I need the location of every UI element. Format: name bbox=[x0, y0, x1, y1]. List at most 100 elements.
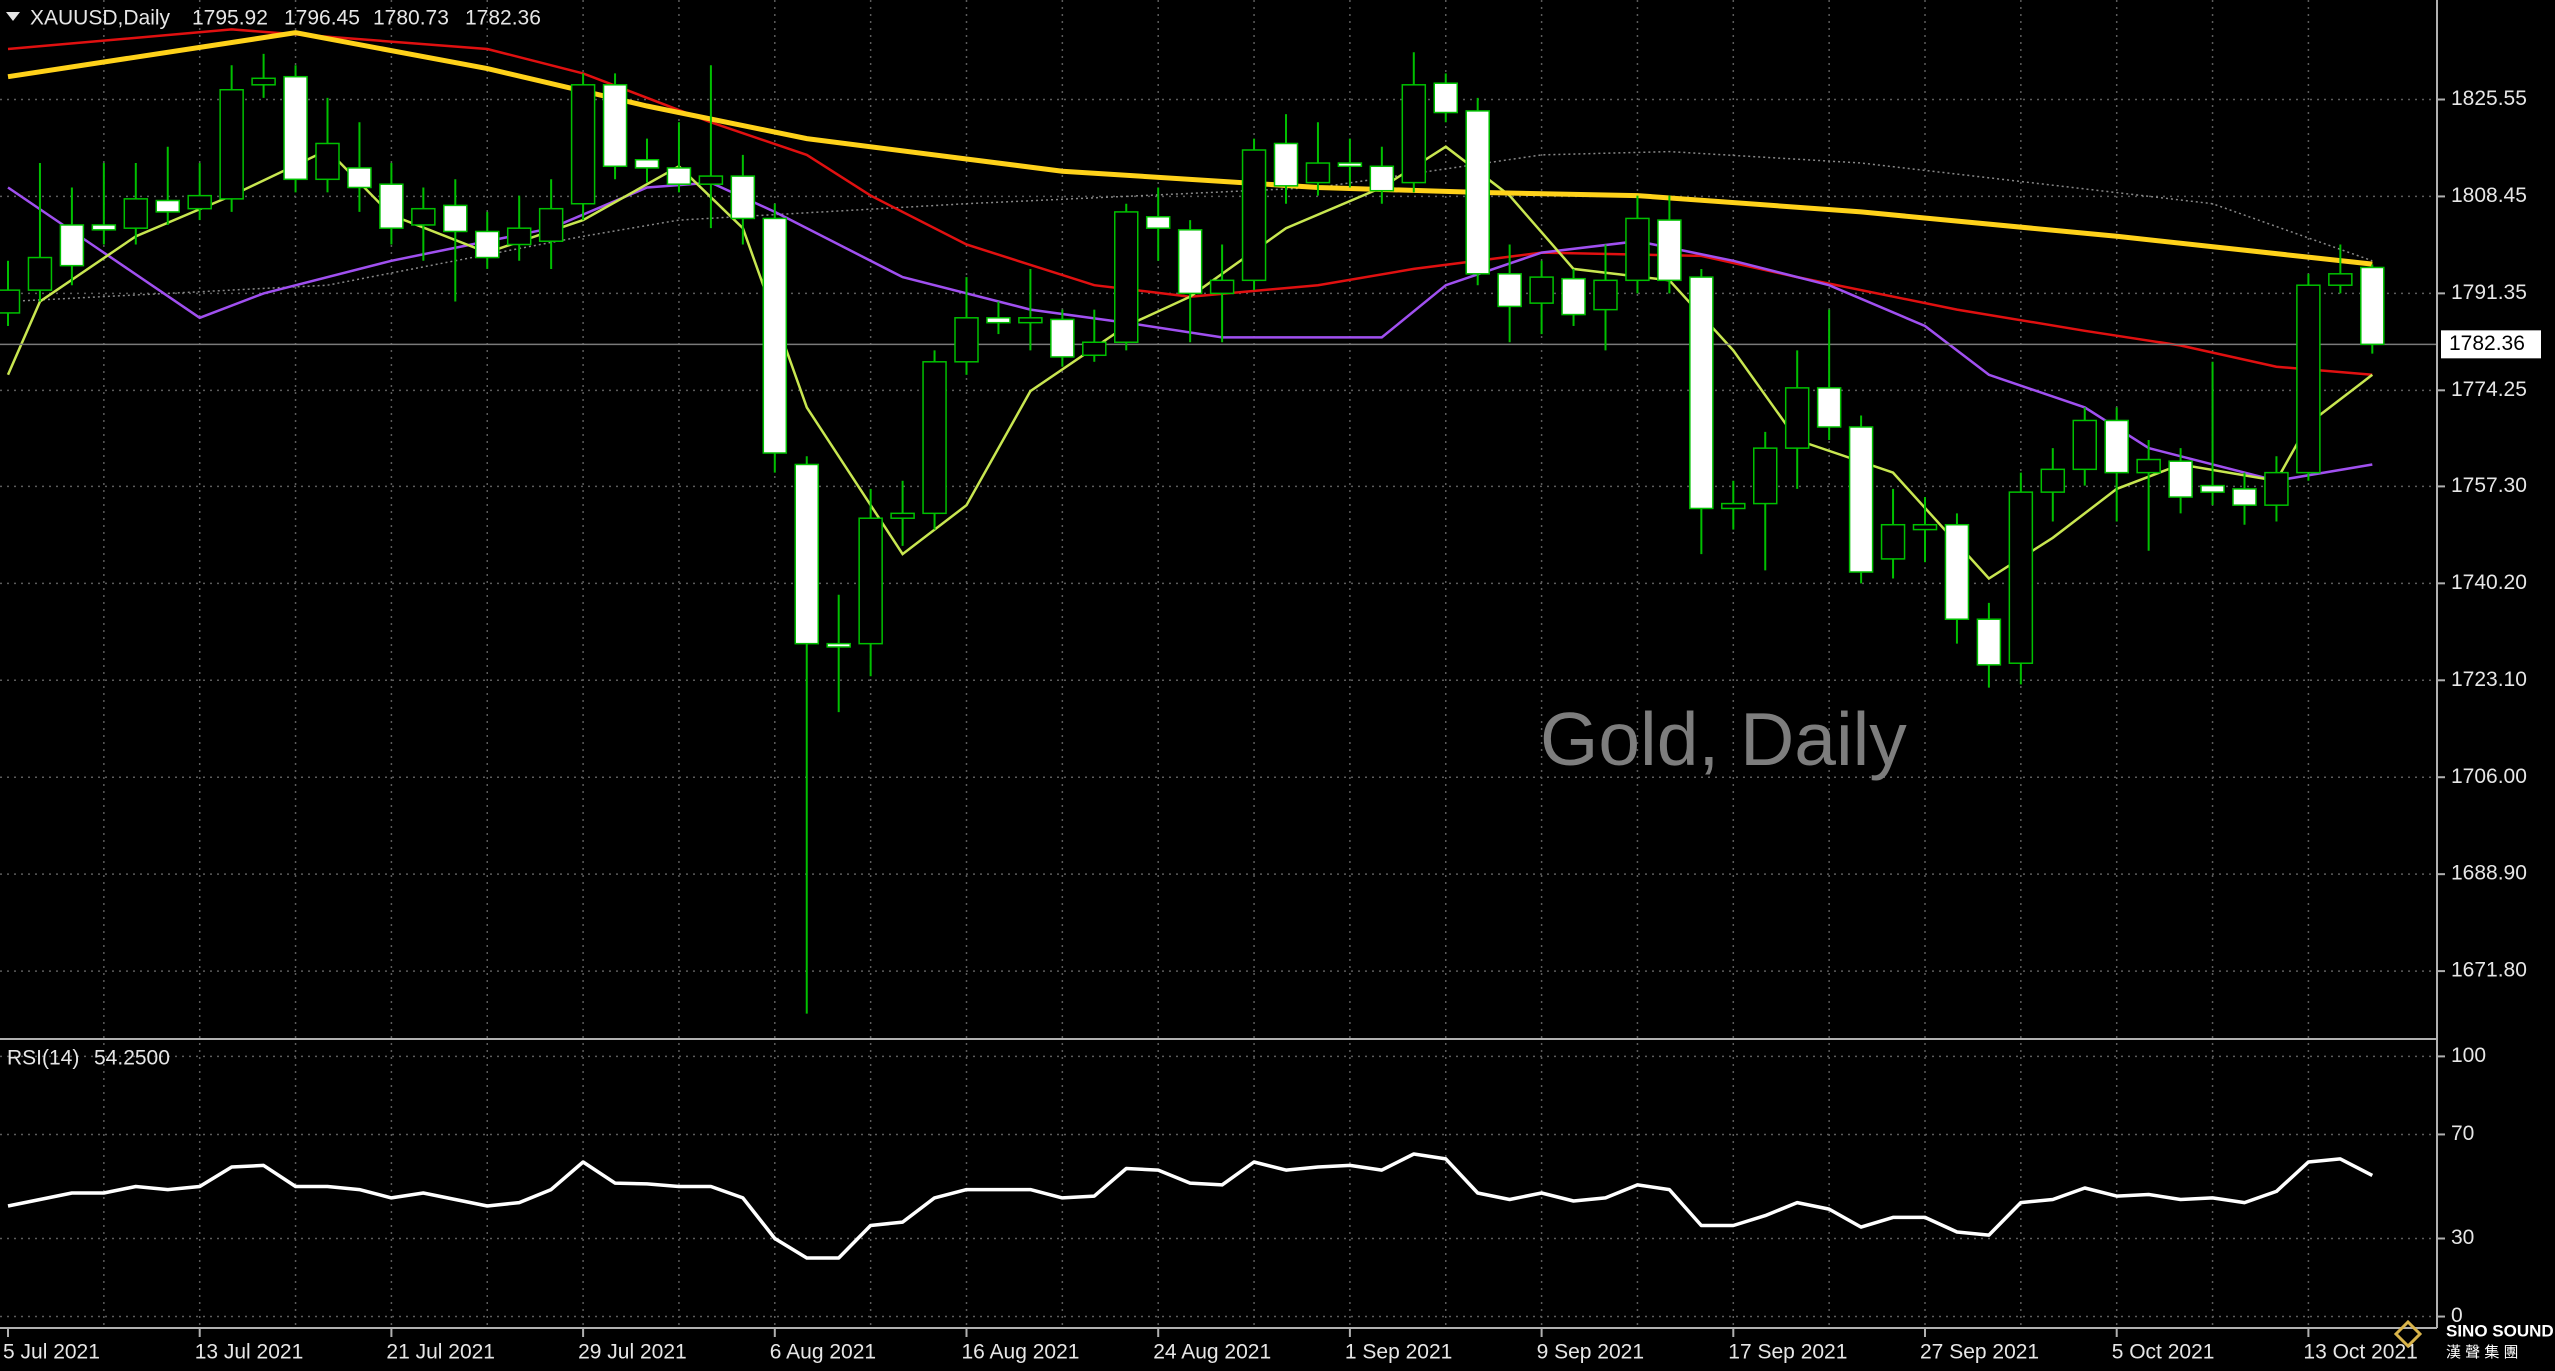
candle-body-bear bbox=[283, 75, 308, 181]
candle-body-bear bbox=[1433, 82, 1458, 114]
candle-body-bull bbox=[1753, 447, 1778, 505]
candle-body-bear bbox=[1976, 618, 2002, 666]
candle-body-bear bbox=[1944, 523, 1970, 620]
y-tick-label: 1808.45 bbox=[2451, 184, 2527, 207]
candle-body-bull bbox=[954, 317, 979, 363]
candle-body-bull bbox=[1784, 387, 1810, 449]
y-tick-label: 1671.80 bbox=[2451, 959, 2527, 982]
candle-body-bear bbox=[2104, 419, 2129, 474]
candle-body-bear bbox=[1689, 276, 1714, 510]
candle-body-bull bbox=[2264, 471, 2289, 506]
candle-body-bear bbox=[155, 199, 180, 213]
symbol-title: XAUUSD,Daily bbox=[30, 7, 171, 30]
candle-body-bear bbox=[634, 159, 660, 169]
last-price-box bbox=[2441, 330, 2541, 359]
candle-body-bear bbox=[1273, 142, 1299, 187]
moving-average bbox=[7, 28, 2373, 377]
candle-body-bull bbox=[315, 142, 340, 181]
candle-body-bear bbox=[1145, 216, 1171, 229]
y-tick-label: 100 bbox=[2451, 1044, 2486, 1067]
rsi-panel bbox=[7, 1152, 2374, 1260]
y-tick-label: 70 bbox=[2451, 1122, 2474, 1145]
x-tick-label: 27 Sep 2021 bbox=[1920, 1341, 2039, 1364]
candle-body-bear bbox=[1497, 273, 1522, 308]
candle-body-bull bbox=[1082, 341, 1107, 357]
y-tick-label: 1706.00 bbox=[2451, 765, 2527, 788]
candle-body-bull bbox=[570, 84, 596, 205]
y-tick-label: 1740.20 bbox=[2451, 571, 2527, 594]
y-tick-label: 1757.30 bbox=[2451, 474, 2527, 497]
y-tick-label: 0 bbox=[2451, 1304, 2463, 1327]
ohlc-high: 1796.45 bbox=[284, 7, 360, 30]
candle-body-bull bbox=[0, 289, 21, 314]
candle-body-bull bbox=[1401, 84, 1427, 184]
candle-body-bull bbox=[123, 198, 149, 229]
x-tick-label: 21 Jul 2021 bbox=[386, 1341, 495, 1364]
moving-average bbox=[7, 150, 2373, 303]
candle-body-bull bbox=[219, 88, 244, 200]
y-tick-label: 1774.25 bbox=[2451, 378, 2527, 401]
x-tick-label: 24 Aug 2021 bbox=[1153, 1341, 1271, 1364]
x-tick-label: 9 Sep 2021 bbox=[1537, 1341, 1644, 1364]
candle-body-bear bbox=[666, 167, 692, 185]
candle-body-bear bbox=[1561, 277, 1586, 316]
candle-body-bull bbox=[1241, 149, 1267, 282]
candle-body-bear bbox=[1465, 110, 1490, 275]
candle-body-bear bbox=[1369, 165, 1395, 192]
x-tick-label: 17 Sep 2021 bbox=[1728, 1341, 1847, 1364]
moving-average bbox=[6, 145, 2374, 581]
candle-body-bear bbox=[2200, 484, 2225, 493]
candle-body-bear bbox=[59, 224, 85, 267]
grid bbox=[0, 0, 2437, 1328]
candle-body-bull bbox=[506, 227, 532, 246]
candle-body-bull bbox=[2008, 491, 2034, 664]
candle-body-bull bbox=[1114, 211, 1139, 343]
x-tick-label: 5 Oct 2021 bbox=[2112, 1341, 2215, 1364]
ohlc-low: 1780.73 bbox=[373, 7, 449, 30]
candles bbox=[0, 52, 2385, 1014]
candle-body-bear bbox=[1050, 318, 1075, 358]
candle-body-bear bbox=[443, 204, 468, 233]
candle-body-bull bbox=[890, 512, 915, 519]
candle-body-bear bbox=[794, 463, 819, 645]
candle-body-bull bbox=[411, 207, 436, 226]
candle-body-bull bbox=[1880, 523, 1906, 560]
logo-icon bbox=[2393, 1319, 2423, 1349]
axes: 1825.55 1808.45 1791.35 1774.25 1757.30 1740.… bbox=[3, 87, 2541, 1364]
candle-body-bear bbox=[1816, 387, 1842, 428]
candle-body-bear bbox=[347, 167, 372, 189]
candle-body-bull bbox=[2328, 273, 2353, 286]
candle-body-bull bbox=[858, 517, 883, 645]
x-tick-label: 6 Aug 2021 bbox=[770, 1341, 876, 1364]
candle-body-bull bbox=[1593, 279, 1618, 311]
candle-body-bull bbox=[538, 207, 564, 242]
collapse-triangle[interactable] bbox=[6, 12, 20, 21]
rsi-title: RSI(14) bbox=[7, 1047, 79, 1070]
candle-body-bear bbox=[475, 230, 500, 259]
candle-body-bull bbox=[1625, 217, 1650, 282]
candle-body-bear bbox=[379, 183, 404, 229]
x-tick-label: 16 Aug 2021 bbox=[962, 1341, 1080, 1364]
candle-body-bear bbox=[602, 84, 628, 168]
logo: SINO SOUND 漢 聲 集 團 bbox=[2393, 1319, 2554, 1361]
moving-average bbox=[7, 30, 2373, 267]
candle-body-bear bbox=[2168, 460, 2193, 498]
ohlc-close: 1782.36 bbox=[465, 7, 541, 30]
candle-body-bull bbox=[2296, 284, 2321, 474]
y-tick-label: 1825.55 bbox=[2451, 87, 2527, 110]
candle-body-bull bbox=[2072, 419, 2097, 471]
candle-body-bear bbox=[2232, 488, 2257, 506]
x-tick-label: 13 Jul 2021 bbox=[195, 1341, 304, 1364]
candle-body-bull bbox=[1209, 279, 1235, 295]
logo-subtitle: 漢 聲 集 團 bbox=[2446, 1344, 2519, 1361]
ohlc-open: 1795.92 bbox=[192, 7, 268, 30]
candle-body-bull bbox=[2136, 458, 2161, 474]
candle-body-bull bbox=[1912, 523, 1938, 531]
x-tick-label: 29 Jul 2021 bbox=[578, 1341, 687, 1364]
rsi-value: 54.2500 bbox=[94, 1047, 170, 1070]
candle-body-bear bbox=[2360, 266, 2385, 346]
y-tick-label: 1688.90 bbox=[2451, 862, 2527, 885]
candle-body-bear bbox=[1848, 426, 1874, 573]
x-tick-label: 1 Sep 2021 bbox=[1345, 1341, 1452, 1364]
